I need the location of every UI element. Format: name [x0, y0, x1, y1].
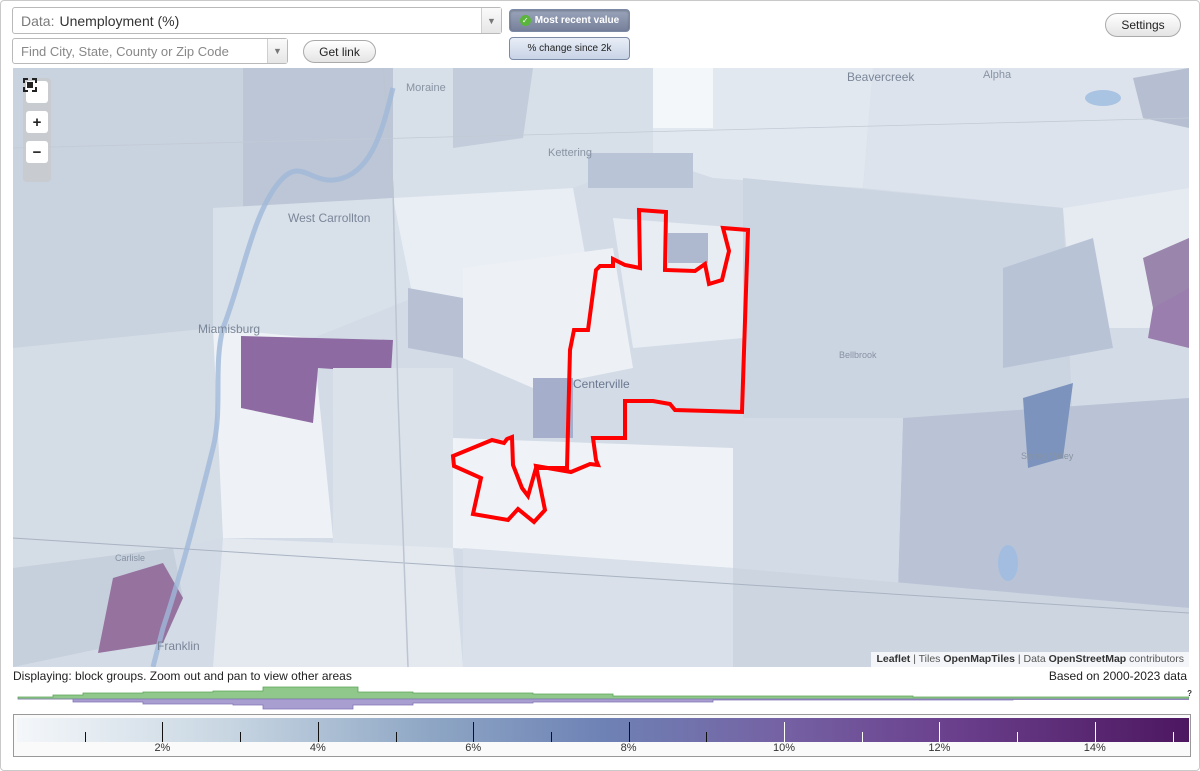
choropleth-layer	[13, 68, 1189, 667]
map-label-franklin: Franklin	[157, 639, 200, 653]
help-icon[interactable]: ?	[1187, 689, 1192, 698]
data-select-prefix: Data:	[21, 12, 55, 29]
zoom-in-button[interactable]: +	[26, 111, 48, 133]
map-label-moraine: Moraine	[406, 82, 446, 94]
attribution-sep2: | Data	[1014, 653, 1049, 665]
legend-tick-minor	[84, 732, 86, 742]
get-link-button[interactable]: Get link	[303, 40, 376, 63]
map-label-kettering: Kettering	[548, 147, 593, 159]
fullscreen-icon[interactable]	[23, 78, 48, 103]
percent-change-toggle[interactable]: % change since 2k	[509, 37, 630, 60]
legend-tick-minor	[706, 732, 708, 742]
zoom-out-button[interactable]: −	[26, 141, 48, 163]
legend-label: 2%	[154, 742, 171, 754]
legend-tick-minor	[240, 732, 242, 742]
openstreetmap-link[interactable]: OpenStreetMap	[1048, 653, 1127, 665]
map-label-centerville: Centerville	[573, 377, 630, 391]
data-select[interactable]: Data: Unemployment (%) ▼	[12, 7, 502, 34]
chevron-down-icon[interactable]: ▼	[481, 8, 501, 33]
settings-button[interactable]: Settings	[1105, 13, 1181, 37]
map-label-miamisburg: Miamisburg	[198, 322, 261, 336]
color-legend: 2% 4% 6% 8% 10% 12% 14%	[13, 714, 1191, 757]
attribution-tail: contributors	[1126, 653, 1184, 665]
map-label-spring-valley: Spring Valley	[1021, 451, 1074, 461]
legend-label: 6%	[465, 742, 482, 754]
check-icon: ✓	[519, 15, 531, 26]
legend-label: 14%	[1083, 742, 1106, 754]
legend-label: 4%	[309, 742, 326, 754]
legend-gradient-bar	[17, 718, 1189, 742]
legend-tick-minor	[1172, 732, 1174, 742]
location-search[interactable]: ▼	[12, 38, 288, 64]
most-recent-label: Most recent value	[534, 15, 620, 26]
legend-tick-major	[939, 722, 941, 742]
openmaptiles-link[interactable]: OpenMapTiles	[943, 653, 1015, 665]
search-input[interactable]	[13, 39, 263, 63]
map-label-carlisle: Carlisle	[115, 553, 146, 563]
legend-tick-major	[473, 722, 475, 742]
most-recent-toggle[interactable]: ✓ Most recent value	[509, 9, 630, 32]
map-label-bellbrook: Bellbrook	[839, 350, 877, 360]
search-dropdown-chevron-icon[interactable]: ▼	[267, 39, 287, 63]
legend-tick-minor	[1017, 732, 1019, 742]
map-view[interactable]: Beavercreek Alpha Moraine Kettering West…	[13, 68, 1189, 667]
legend-tick-major	[162, 722, 164, 742]
legend-tick-major	[784, 722, 785, 742]
zoom-control: + −	[23, 78, 51, 182]
leaflet-link[interactable]: Leaflet	[876, 653, 911, 665]
legend-tick-minor	[861, 732, 863, 742]
legend-tick-minor	[395, 732, 397, 742]
legend-tick-major	[1094, 722, 1096, 742]
legend-label: 8%	[620, 742, 637, 754]
distribution-histogram	[17, 686, 1189, 710]
displaying-text: Displaying: block groups. Zoom out and p…	[13, 669, 352, 683]
legend-tick-minor	[550, 732, 552, 742]
data-select-value: Unemployment (%)	[59, 12, 180, 29]
legend-label: 12%	[928, 742, 951, 754]
legend-tick-major	[317, 722, 319, 742]
based-on-text: Based on 2000-2023 data	[1048, 669, 1187, 683]
legend-label: 10%	[772, 742, 796, 754]
map-label-west-carrollton: West Carrollton	[288, 211, 371, 225]
map-label-alpha: Alpha	[983, 69, 1012, 81]
map-label-beavercreek: Beavercreek	[847, 70, 915, 84]
attribution-sep1: | Tiles	[910, 653, 944, 665]
legend-tick-major	[628, 722, 630, 742]
map-attribution: Leaflet | Tiles OpenMapTiles | Data Open…	[871, 652, 1189, 667]
